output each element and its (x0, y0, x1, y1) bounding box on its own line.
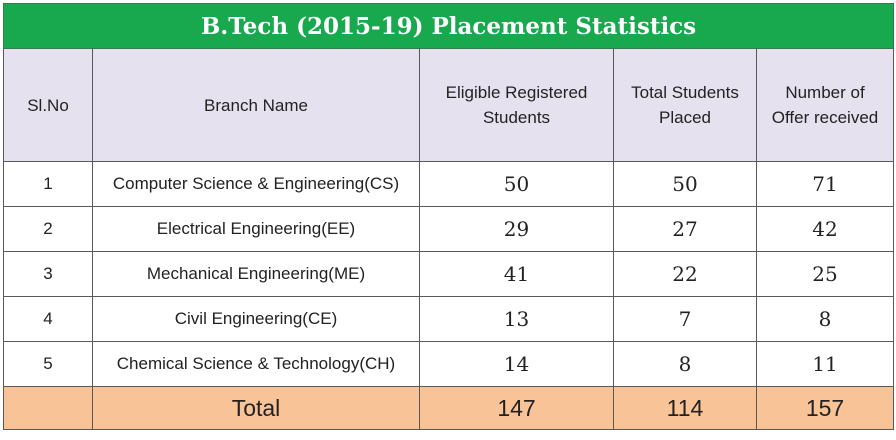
cell-placed: 7 (613, 296, 757, 342)
table-row: 2 Electrical Engineering(EE) 29 27 42 (3, 206, 894, 252)
placement-table: B.Tech (2015-19) Placement Statistics Sl… (3, 3, 894, 430)
header-offers-received: Number of Offer received (756, 48, 894, 162)
total-sl-empty (3, 386, 93, 430)
header-row: Sl.No Branch Name Eligible Registered St… (3, 48, 894, 162)
cell-eligible: 14 (419, 341, 614, 387)
cell-offers: 42 (756, 206, 894, 252)
total-row: Total 147 114 157 (3, 386, 894, 430)
header-students-placed: Total Students Placed (613, 48, 757, 162)
cell-branch-name: Computer Science & Engineering(CS) (92, 161, 420, 207)
header-eligible-line-2: Students (482, 108, 551, 127)
total-label: Total (92, 386, 420, 430)
cell-sl-no: 4 (3, 296, 93, 342)
total-eligible: 147 (419, 386, 614, 430)
cell-placed: 8 (613, 341, 757, 387)
table-row: 1 Computer Science & Engineering(CS) 50 … (3, 161, 894, 207)
header-placed-line-1: Total Students (631, 83, 739, 102)
total-placed: 114 (613, 386, 757, 430)
cell-branch-name: Electrical Engineering(EE) (92, 206, 420, 252)
cell-sl-no: 3 (3, 251, 93, 297)
header-sl-no: Sl.No (3, 48, 93, 162)
table-row: 3 Mechanical Engineering(ME) 41 22 25 (3, 251, 894, 297)
cell-offers: 71 (756, 161, 894, 207)
cell-eligible: 41 (419, 251, 614, 297)
placement-statistics: B.Tech (2015-19) Placement Statistics Sl… (3, 3, 894, 437)
cell-eligible: 13 (419, 296, 614, 342)
table-row: 4 Civil Engineering(CE) 13 7 8 (3, 296, 894, 342)
cell-branch-name: Mechanical Engineering(ME) (92, 251, 420, 297)
total-offers: 157 (756, 386, 894, 430)
header-branch-name: Branch Name (92, 48, 420, 162)
header-eligible-students: Eligible Registered Students (419, 48, 614, 162)
title-row: B.Tech (2015-19) Placement Statistics (3, 3, 894, 49)
header-placed-line-2: Placed (659, 108, 711, 127)
cell-sl-no: 2 (3, 206, 93, 252)
cell-offers: 25 (756, 251, 894, 297)
table-title: B.Tech (2015-19) Placement Statistics (3, 3, 894, 49)
cell-offers: 11 (756, 341, 894, 387)
cell-eligible: 29 (419, 206, 614, 252)
cell-sl-no: 1 (3, 161, 93, 207)
cell-branch-name: Chemical Science & Technology(CH) (92, 341, 420, 387)
cell-branch-name: Civil Engineering(CE) (92, 296, 420, 342)
table-row: 5 Chemical Science & Technology(CH) 14 8… (3, 341, 894, 387)
cell-placed: 22 (613, 251, 757, 297)
cell-eligible: 50 (419, 161, 614, 207)
cell-placed: 27 (613, 206, 757, 252)
header-eligible-line-1: Eligible Registered (445, 83, 588, 102)
header-offers-line-1: Number of (785, 83, 865, 102)
cell-offers: 8 (756, 296, 894, 342)
header-offers-line-2: Offer received (771, 108, 879, 127)
cell-sl-no: 5 (3, 341, 93, 387)
cell-placed: 50 (613, 161, 757, 207)
